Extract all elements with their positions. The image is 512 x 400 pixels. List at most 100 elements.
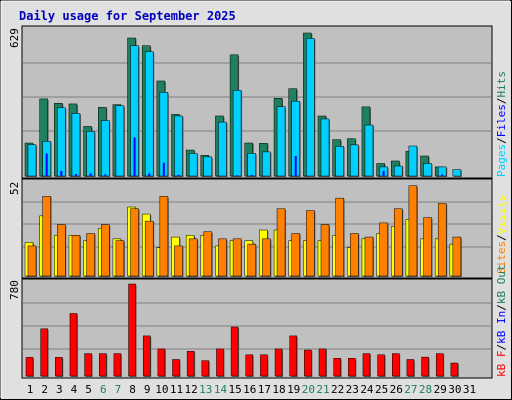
svg-text:Pages/Files/Hits: Pages/Files/Hits <box>495 71 508 177</box>
x-tick-label: 1 <box>27 383 34 396</box>
bar-kbytes <box>230 326 239 377</box>
bar-pages <box>247 153 256 177</box>
bar-sites <box>86 233 95 277</box>
bar-pages <box>276 106 286 177</box>
bar-kbytes <box>450 362 459 377</box>
bar-sites <box>276 208 286 277</box>
panel-kbytes-ymax-label: 780 <box>8 280 21 300</box>
bar-files <box>74 173 77 176</box>
bar-sites <box>218 238 227 277</box>
bar-files <box>441 174 444 176</box>
x-tick-label: 29 <box>434 383 447 396</box>
bar-pages <box>262 151 271 177</box>
x-tick-label: 26 <box>390 383 403 396</box>
bar-sites <box>262 238 271 277</box>
bar-sites <box>174 245 183 277</box>
x-tick-label: 18 <box>272 383 285 396</box>
bar-kbytes <box>128 283 136 377</box>
bar-pages <box>394 165 403 177</box>
legend-sep: / <box>495 234 508 241</box>
legend-sep: / <box>495 304 508 311</box>
x-tick-label: 9 <box>144 383 151 396</box>
chart-title: Daily usage for September 2025 <box>19 9 236 23</box>
x-tick-label: 15 <box>228 383 241 396</box>
bar-pages <box>335 146 344 177</box>
bar-pages <box>320 118 330 177</box>
bar-kbytes <box>245 354 253 377</box>
x-tick-label: 23 <box>346 383 359 396</box>
legend-sites: Sites <box>495 241 508 274</box>
bar-files <box>104 174 107 176</box>
bar-kbytes <box>172 359 180 377</box>
bar-pages <box>71 113 81 177</box>
panel-kbytes-bars <box>25 283 459 377</box>
bar-sites <box>203 231 213 277</box>
x-tick-label: 8 <box>129 383 136 396</box>
bar-sites <box>350 233 359 277</box>
x-tick-label: 30 <box>448 383 461 396</box>
bar-files <box>236 175 239 176</box>
bar-sites <box>335 197 344 277</box>
legend-files: Files <box>495 104 508 137</box>
bar-sites <box>379 222 388 277</box>
x-tick-label: 6 <box>100 383 107 396</box>
bar-kbytes <box>435 353 444 377</box>
bar-sites <box>57 224 66 277</box>
x-tick-label: 24 <box>360 383 374 396</box>
legend-hits: Hits <box>495 71 508 98</box>
bar-pages <box>101 120 110 177</box>
bar-sites <box>159 196 169 277</box>
legend-kbf: kB F <box>495 351 508 378</box>
bar-sites <box>437 203 447 277</box>
panel-hits-ymax-label: 629 <box>8 28 21 48</box>
bar-kbytes <box>216 348 224 377</box>
bar-sites <box>42 196 51 277</box>
bar-kbytes <box>260 354 268 377</box>
bar-sites <box>394 208 403 277</box>
bar-files <box>382 170 385 176</box>
bar-sites <box>452 236 462 277</box>
bar-kbytes <box>304 349 312 377</box>
bar-files <box>133 137 136 176</box>
bar-kbytes <box>142 335 151 377</box>
panel-visits-legend: Sites/Visits <box>495 195 508 275</box>
bar-pages <box>408 145 418 177</box>
bar-pages <box>203 156 213 177</box>
x-tick-label: 22 <box>331 383 344 396</box>
bar-sites <box>71 235 81 277</box>
bar-kbytes <box>318 348 327 377</box>
x-tick-label: 16 <box>243 383 256 396</box>
bar-pages <box>144 51 154 177</box>
x-tick-label: 13 <box>199 383 212 396</box>
x-tick-label: 21 <box>316 383 329 396</box>
bar-kbytes <box>421 356 429 377</box>
x-tick-label: 5 <box>85 383 92 396</box>
bar-pages <box>350 144 359 177</box>
bar-pages <box>218 121 227 177</box>
bar-pages <box>452 169 462 177</box>
bar-kbytes <box>157 348 166 377</box>
bar-kbytes <box>392 353 400 377</box>
bar-sites <box>188 238 198 277</box>
bar-files <box>45 153 48 176</box>
bar-files <box>177 174 180 176</box>
bar-kbytes <box>201 360 210 377</box>
legend-pages: Pages <box>495 144 508 177</box>
legend-sep: / <box>495 137 508 144</box>
bar-files <box>250 174 253 176</box>
x-tick-label: 2 <box>41 383 48 396</box>
bar-pages <box>27 144 37 177</box>
bar-sites <box>130 208 139 277</box>
x-tick-label: 20 <box>302 383 315 396</box>
bar-sites <box>291 233 300 277</box>
bar-sites <box>247 243 256 277</box>
legend-sep: / <box>495 98 508 105</box>
bar-files <box>148 173 151 176</box>
bar-pages <box>232 90 242 177</box>
bar-kbytes <box>406 359 415 377</box>
bar-kbytes <box>274 348 283 377</box>
bar-sites <box>364 236 374 277</box>
bar-sites <box>408 185 418 277</box>
bar-kbytes <box>186 350 195 377</box>
bar-sites <box>320 224 330 277</box>
